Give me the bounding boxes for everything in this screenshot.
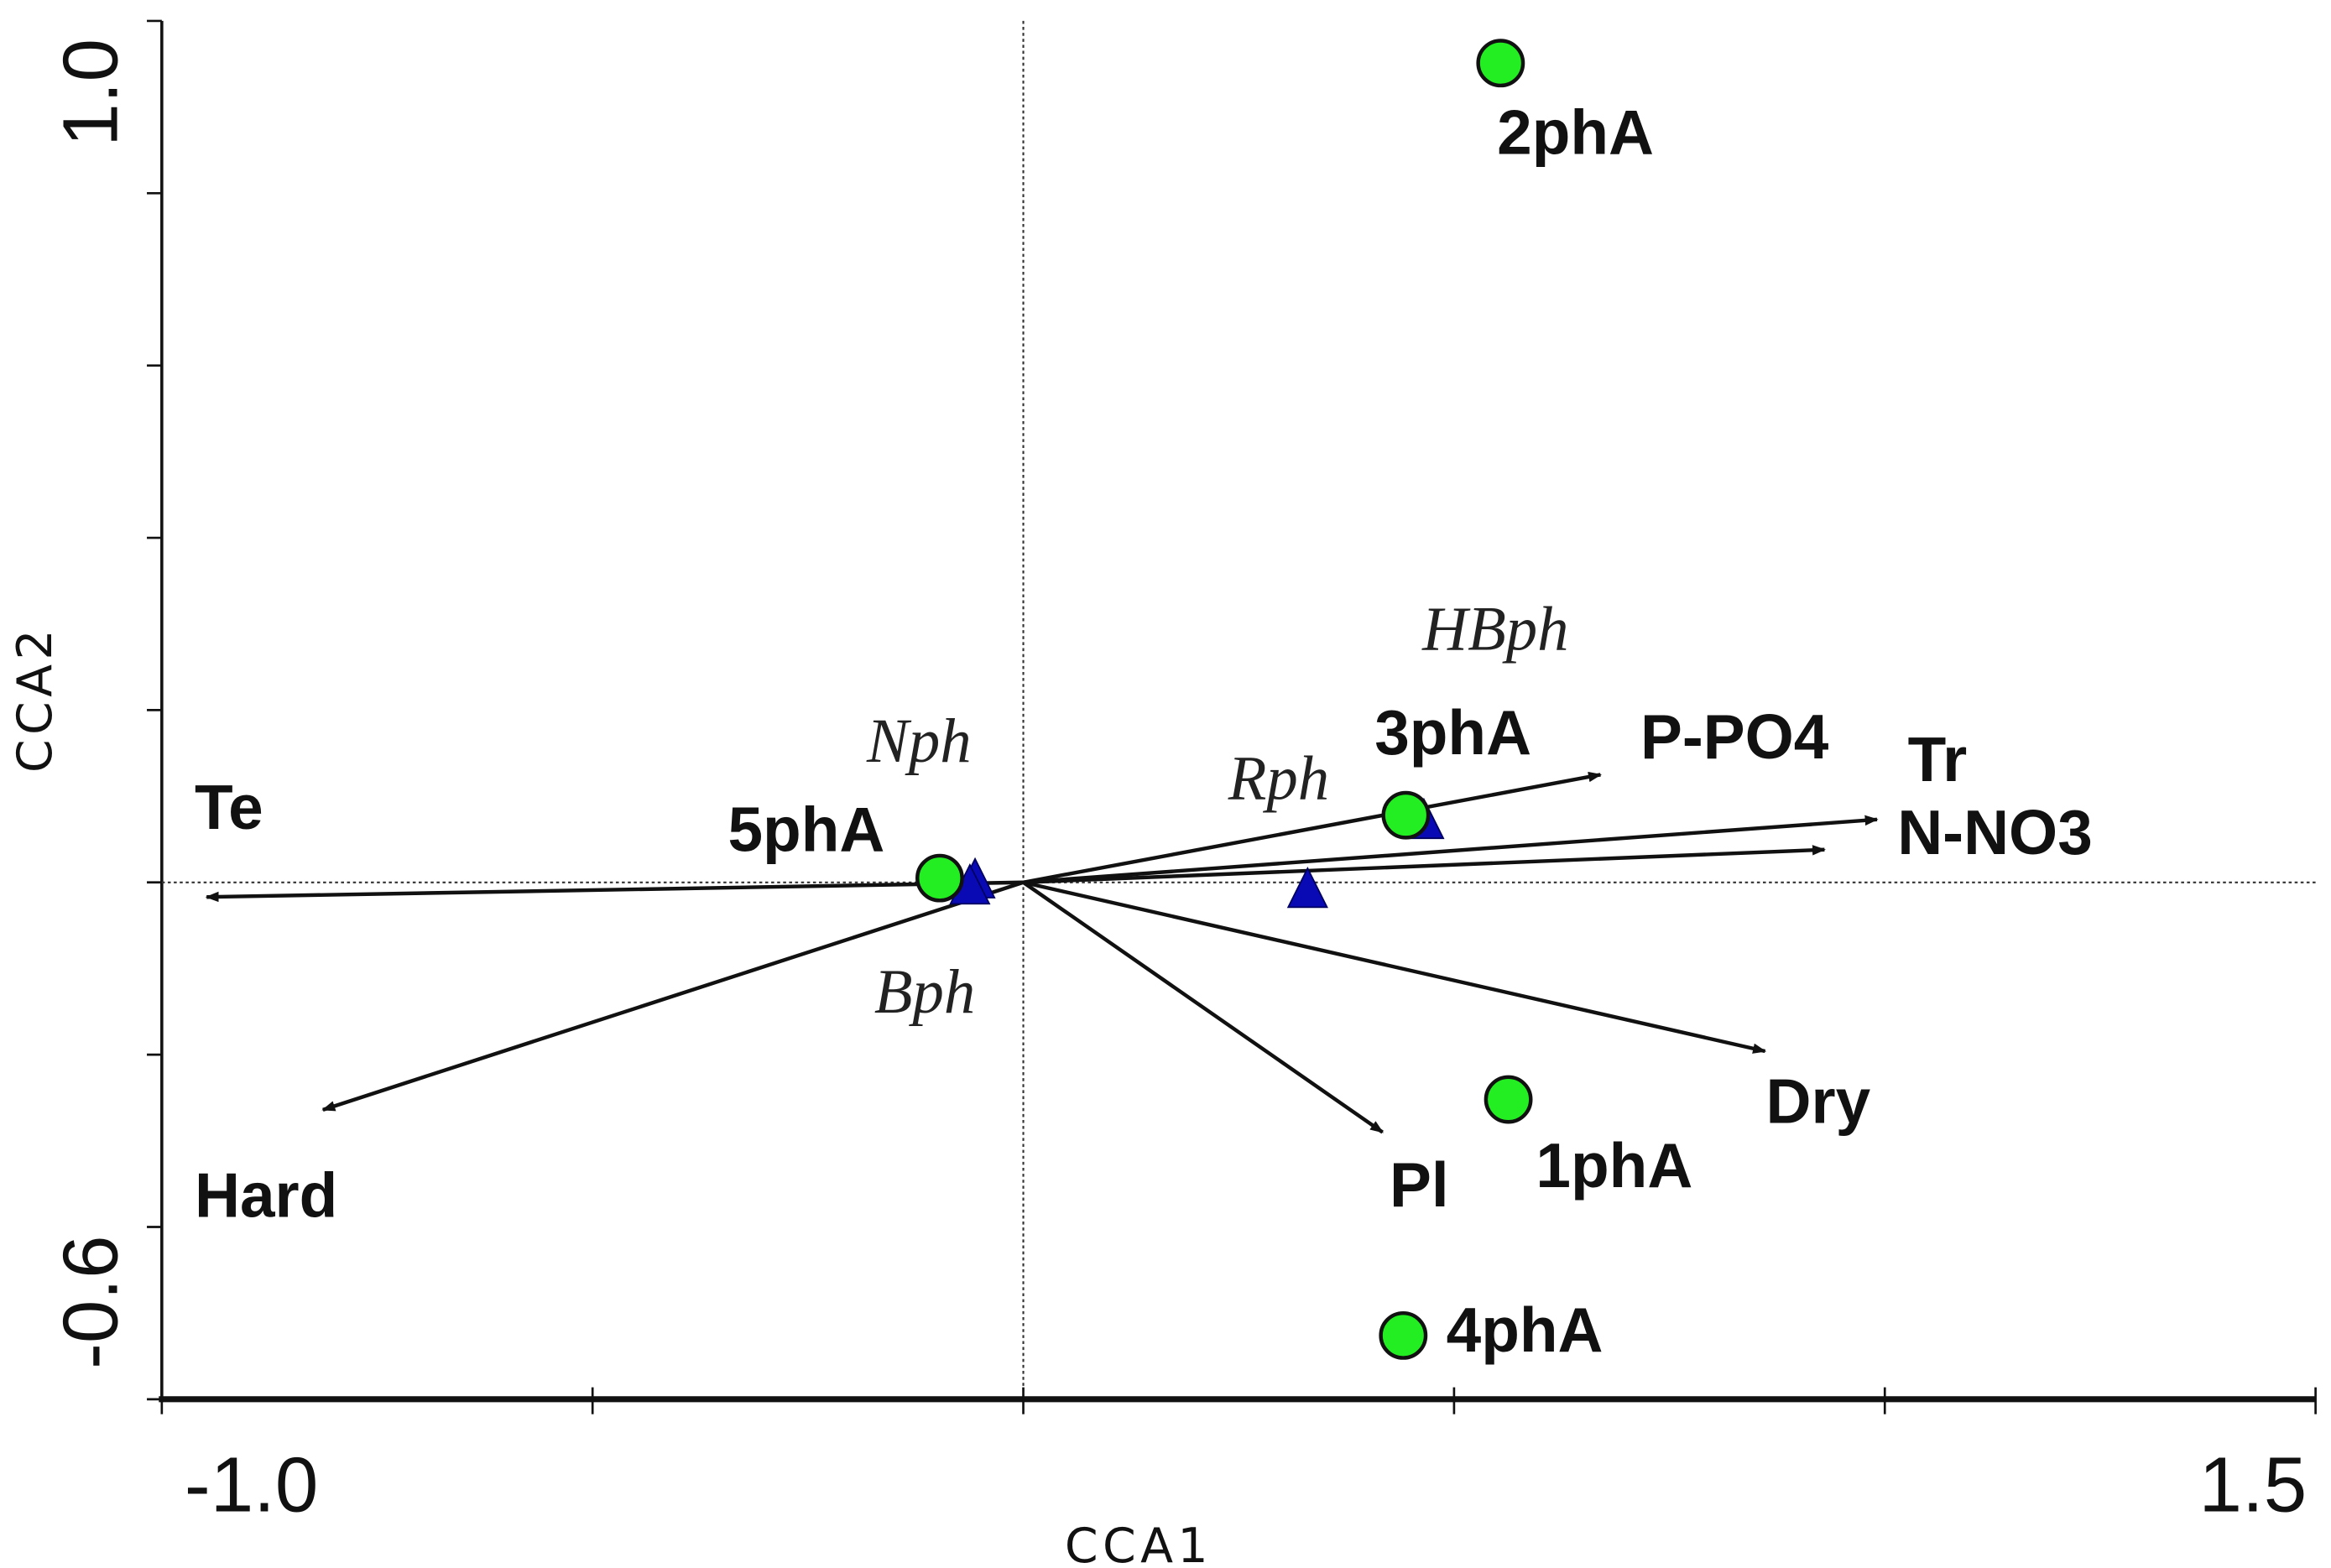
site-marker-1pha	[1484, 1075, 1533, 1124]
arrow-n-no3	[1023, 845, 1826, 884]
label-4pha: 4phA	[1447, 1295, 1604, 1365]
label-p-po4: P-PO4	[1640, 701, 1829, 772]
species-marker-rph	[1286, 867, 1328, 909]
label-hbph: HBph	[1421, 594, 1568, 664]
arrow-p-po4	[1023, 771, 1603, 884]
label-te: Te	[195, 772, 263, 842]
label-n-no3: N-NO3	[1897, 797, 2093, 867]
label-pl: Pl	[1390, 1149, 1449, 1220]
label-rph: Rph	[1228, 743, 1329, 813]
arrow-hard	[321, 880, 1025, 1112]
y-axis-title: CCA2	[8, 625, 63, 773]
label-tr: Tr	[1908, 724, 1968, 794]
arrow-dry	[1023, 880, 1767, 1054]
label-3pha: 3phA	[1374, 697, 1531, 768]
label-1pha: 1phA	[1536, 1130, 1692, 1201]
x-tick-label-right: 1.5	[2199, 1440, 2308, 1528]
x-axis-title: CCA1	[1065, 1519, 1212, 1568]
arrow-te	[205, 880, 1024, 903]
site-marker-2pha	[1476, 39, 1525, 88]
label-hard: Hard	[195, 1160, 337, 1231]
arrow-pl	[1022, 880, 1384, 1134]
label-dry: Dry	[1766, 1066, 1871, 1137]
label-2pha: 2phA	[1497, 96, 1654, 167]
site-marker-5pha	[915, 853, 964, 903]
x-tick-label-left: -1.0	[185, 1440, 318, 1528]
y-tick-label-top: 1.0	[46, 39, 133, 147]
label-5pha: 5phA	[727, 794, 884, 865]
label-nph: Nph	[866, 706, 972, 776]
y-tick-label-bottom: -0.6	[46, 1235, 133, 1368]
site-marker-3pha	[1381, 790, 1431, 840]
arrow-tr	[1023, 815, 1879, 884]
label-bph: Bph	[874, 957, 975, 1027]
site-marker-4pha	[1379, 1310, 1428, 1360]
